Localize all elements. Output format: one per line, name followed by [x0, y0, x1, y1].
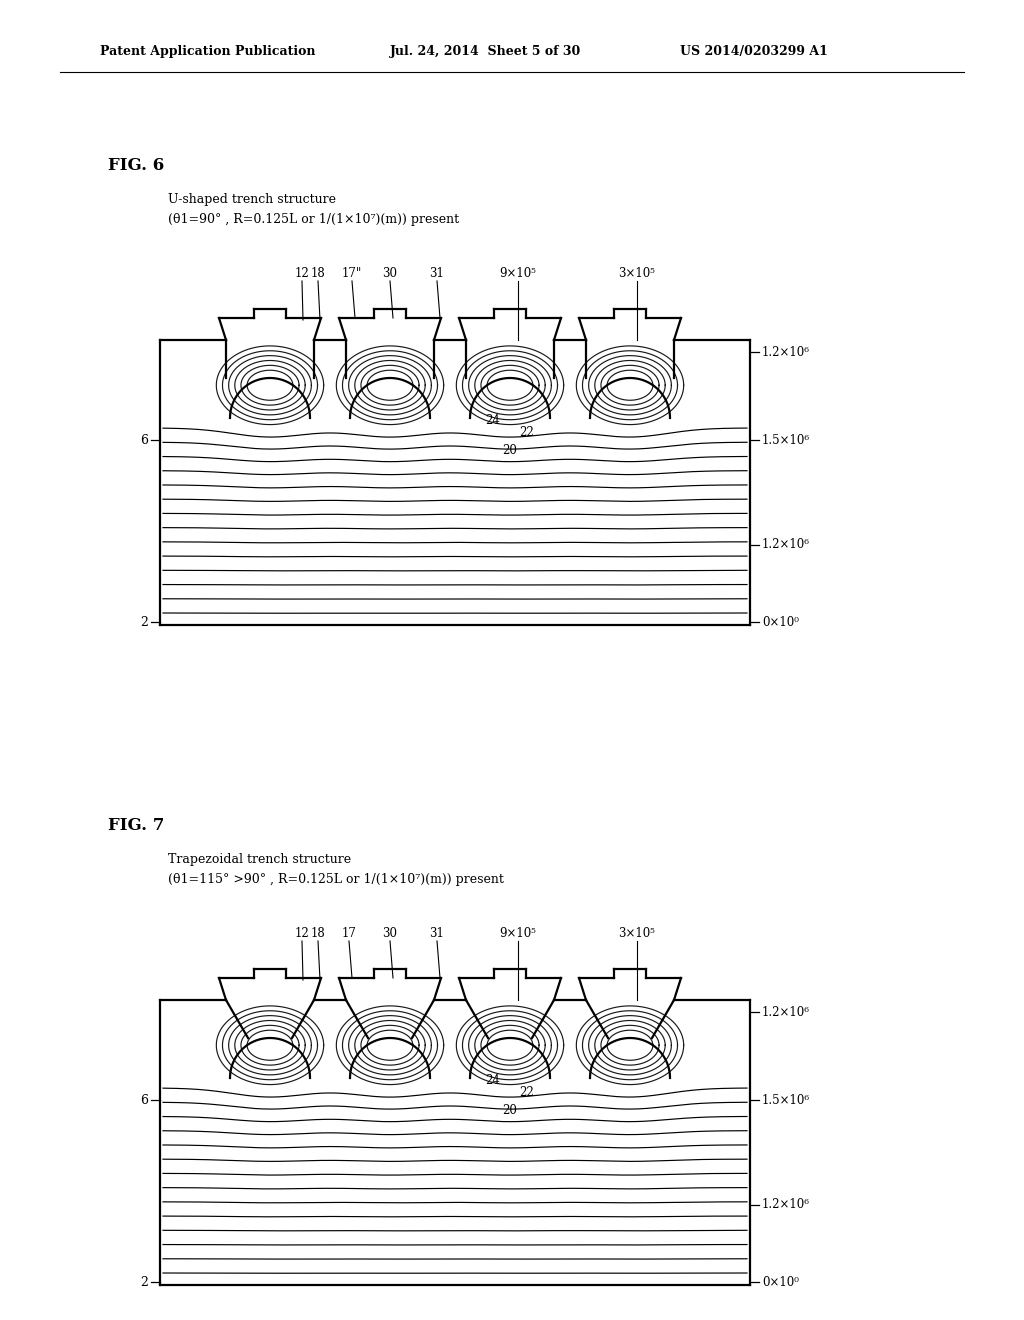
Text: 1.2×10⁶: 1.2×10⁶ — [762, 1006, 810, 1019]
Text: 31: 31 — [429, 927, 444, 940]
Text: 1.2×10⁶: 1.2×10⁶ — [762, 346, 810, 359]
Text: FIG. 6: FIG. 6 — [108, 157, 164, 173]
Text: 12: 12 — [295, 267, 309, 280]
Text: 20: 20 — [503, 1104, 517, 1117]
Text: 30: 30 — [383, 267, 397, 280]
Text: 9×10⁵: 9×10⁵ — [500, 267, 537, 280]
Text: 6: 6 — [140, 433, 148, 446]
Text: 17: 17 — [342, 927, 356, 940]
Text: 24: 24 — [485, 1073, 501, 1086]
Text: 2: 2 — [140, 1275, 148, 1288]
Text: 0×10⁰: 0×10⁰ — [762, 1275, 799, 1288]
Text: 30: 30 — [383, 927, 397, 940]
Text: Patent Application Publication: Patent Application Publication — [100, 45, 315, 58]
Text: 6: 6 — [140, 1093, 148, 1106]
Text: 1.5×10⁶: 1.5×10⁶ — [762, 1093, 810, 1106]
Text: 1.2×10⁶: 1.2×10⁶ — [762, 1199, 810, 1212]
Text: 22: 22 — [519, 425, 535, 438]
Text: 22: 22 — [519, 1085, 535, 1098]
Text: Trapezoidal trench structure: Trapezoidal trench structure — [168, 854, 351, 866]
Text: Jul. 24, 2014  Sheet 5 of 30: Jul. 24, 2014 Sheet 5 of 30 — [390, 45, 582, 58]
Text: 0×10⁰: 0×10⁰ — [762, 615, 799, 628]
Text: 2: 2 — [140, 615, 148, 628]
Text: 20: 20 — [503, 444, 517, 457]
Text: 24: 24 — [485, 413, 501, 426]
Text: 18: 18 — [310, 267, 326, 280]
Text: FIG. 7: FIG. 7 — [108, 817, 165, 833]
Text: US 2014/0203299 A1: US 2014/0203299 A1 — [680, 45, 827, 58]
Text: 3×10⁵: 3×10⁵ — [618, 267, 655, 280]
Text: (θ1=90° , R=0.125L or 1/(1×10⁷)(m)) present: (θ1=90° , R=0.125L or 1/(1×10⁷)(m)) pres… — [168, 214, 459, 227]
Text: 12: 12 — [295, 927, 309, 940]
Text: 1.2×10⁶: 1.2×10⁶ — [762, 539, 810, 552]
Text: 3×10⁵: 3×10⁵ — [618, 927, 655, 940]
Text: 17": 17" — [342, 267, 362, 280]
Text: 31: 31 — [429, 267, 444, 280]
Text: 18: 18 — [310, 927, 326, 940]
Text: 1.5×10⁶: 1.5×10⁶ — [762, 433, 810, 446]
Text: U-shaped trench structure: U-shaped trench structure — [168, 194, 336, 206]
Text: (θ1=115° >90° , R=0.125L or 1/(1×10⁷)(m)) present: (θ1=115° >90° , R=0.125L or 1/(1×10⁷)(m)… — [168, 874, 504, 887]
Text: 9×10⁵: 9×10⁵ — [500, 927, 537, 940]
